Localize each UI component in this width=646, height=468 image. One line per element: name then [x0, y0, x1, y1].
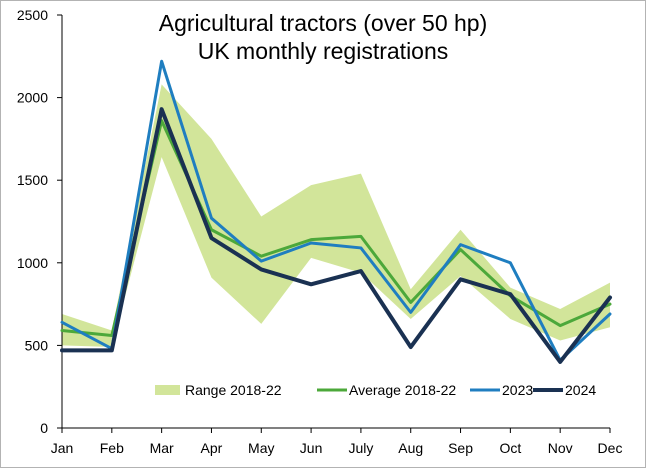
legend-label: 2024: [565, 382, 596, 398]
series-layer: [60, 59, 612, 364]
x-tick-label: Nov: [548, 440, 573, 456]
legend-swatch-range: [155, 385, 180, 395]
x-tick-label: Aug: [398, 440, 423, 456]
x-tick-label: Sep: [448, 440, 473, 456]
x-tick-label: Dec: [598, 440, 623, 456]
y-tick-label: 1000: [17, 255, 48, 271]
legend-label: 2023: [502, 382, 533, 398]
series-line: [60, 59, 612, 362]
y-tick-label: 2500: [17, 7, 48, 23]
legend: Range 2018-22 Average 2018-22 2023 2024: [155, 382, 596, 398]
x-tick-label: Feb: [100, 440, 124, 456]
legend-label: Range 2018-22: [185, 382, 282, 398]
series-line: [60, 107, 612, 364]
legend-label: Average 2018-22: [349, 382, 456, 398]
chart-title-line-2: UK monthly registrations: [197, 38, 449, 64]
chart-title-line-1: Agricultural tractors (over 50 hp): [158, 10, 488, 36]
y-tick-label: 1500: [17, 172, 48, 188]
x-tick-label: July: [348, 440, 373, 456]
x-tick-label: Jan: [51, 440, 74, 456]
x-tick-label: Mar: [150, 440, 174, 456]
x-tick-label: May: [248, 440, 274, 456]
x-tick-label: Oct: [499, 440, 521, 456]
y-tick-label: 0: [40, 420, 48, 436]
x-tick-label: Jun: [300, 440, 323, 456]
x-tick-label: Apr: [201, 440, 223, 456]
axes-layer: 0 500 1000 1500 2000 2500 Jan Feb Mar Apr May Jun Ju…: [17, 7, 623, 456]
y-tick-label: 500: [25, 337, 49, 353]
y-tick-label: 2000: [17, 90, 48, 106]
